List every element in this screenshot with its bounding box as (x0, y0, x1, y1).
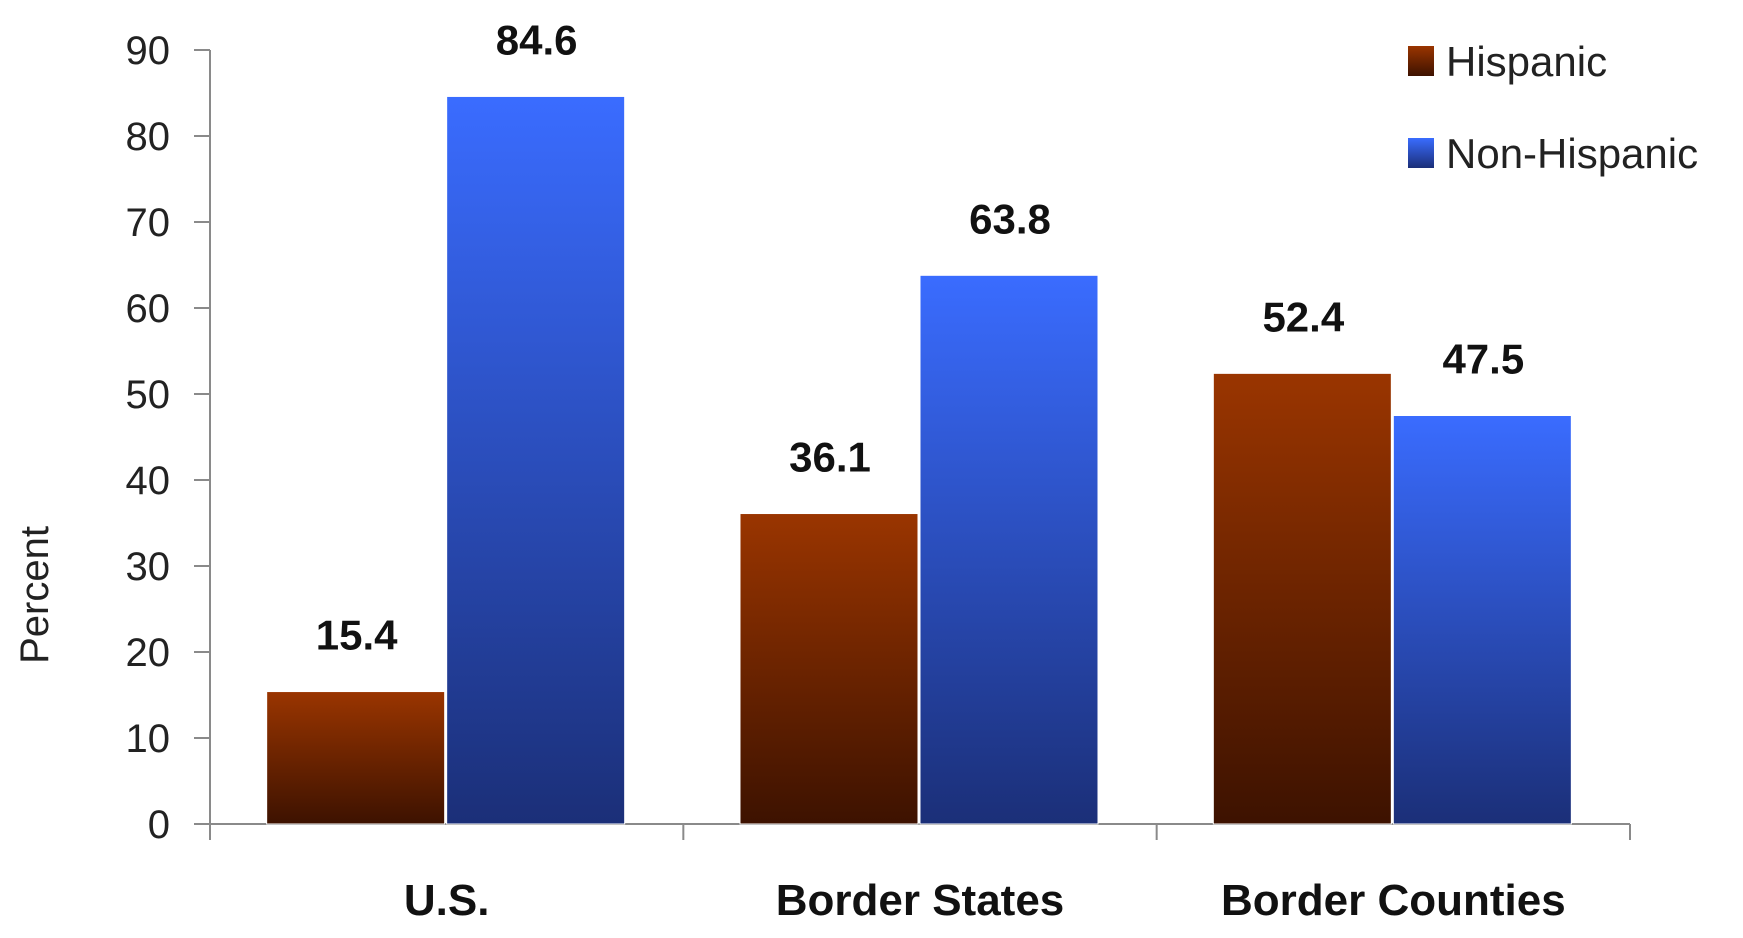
bar-non-hispanic (919, 274, 1099, 825)
y-tick-label: 90 (126, 29, 171, 73)
legend: Hispanic Non-Hispanic (1408, 38, 1698, 177)
y-tick-label: 40 (126, 459, 171, 503)
y-ticks: 0 10 20 30 40 50 60 70 80 90 (126, 29, 210, 847)
legend-swatch (1408, 138, 1434, 168)
y-tick-label: 0 (148, 803, 170, 847)
y-tick-label: 20 (126, 631, 171, 675)
category-label: Border Counties (1221, 876, 1566, 925)
bar-non-hispanic (446, 95, 626, 825)
category-labels: U.S. Border States Border Counties (404, 876, 1566, 925)
y-tick-label: 60 (126, 287, 171, 331)
data-label: 52.4 (1262, 293, 1344, 340)
legend-swatch (1408, 46, 1434, 76)
y-tick-label: 10 (126, 717, 171, 761)
legend-label: Hispanic (1446, 38, 1607, 85)
data-label: 63.8 (969, 195, 1051, 242)
bar-hispanic (739, 513, 919, 825)
data-label: 47.5 (1442, 336, 1524, 383)
y-axis-title: Percent (13, 526, 57, 664)
y-tick-label: 70 (126, 201, 171, 245)
category-label: U.S. (404, 876, 490, 925)
y-tick-label: 50 (126, 373, 171, 417)
data-label: 84.6 (496, 16, 578, 63)
category-label: Border States (776, 876, 1065, 925)
data-label: 36.1 (789, 434, 871, 481)
x-axis (209, 823, 1631, 840)
bar-non-hispanic (1392, 415, 1572, 825)
y-tick-label: 30 (126, 545, 171, 589)
bar-hispanic (266, 691, 446, 825)
legend-label: Non-Hispanic (1446, 130, 1698, 177)
bar-hispanic (1212, 372, 1392, 825)
y-tick-label: 80 (126, 115, 171, 159)
data-labels: 15.4 84.6 36.1 63.8 52.4 47.5 (316, 16, 1524, 658)
data-label: 15.4 (316, 612, 398, 659)
bars (266, 95, 1572, 825)
